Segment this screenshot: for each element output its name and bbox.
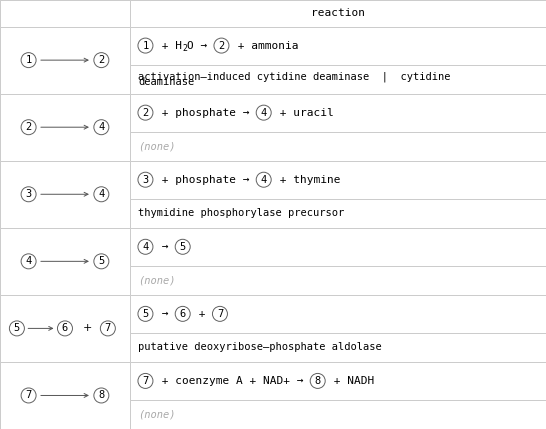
Bar xyxy=(0,295,130,362)
Text: 2: 2 xyxy=(98,55,104,65)
Text: + uracil: + uracil xyxy=(273,108,334,118)
Bar xyxy=(130,132,546,161)
Circle shape xyxy=(138,38,153,53)
Text: 5: 5 xyxy=(14,323,20,333)
Text: activation–induced cytidine deaminase  |  cytidine: activation–induced cytidine deaminase | … xyxy=(138,71,450,82)
Text: deaminase: deaminase xyxy=(138,77,194,87)
Text: 2: 2 xyxy=(182,44,187,53)
Text: 1: 1 xyxy=(26,55,32,65)
Text: putative deoxyribose–phosphate aldolase: putative deoxyribose–phosphate aldolase xyxy=(138,342,382,352)
Circle shape xyxy=(21,388,36,403)
Bar xyxy=(0,228,130,295)
Circle shape xyxy=(94,187,109,202)
Circle shape xyxy=(100,321,115,336)
Text: +: + xyxy=(82,323,92,333)
Circle shape xyxy=(21,254,36,269)
Circle shape xyxy=(21,120,36,135)
Text: + coenzyme A + NAD+ →: + coenzyme A + NAD+ → xyxy=(155,376,310,386)
Circle shape xyxy=(21,187,36,202)
Bar xyxy=(130,199,546,228)
Text: 7: 7 xyxy=(143,376,149,386)
Bar xyxy=(130,266,546,295)
Text: 4: 4 xyxy=(98,122,104,132)
Text: 1: 1 xyxy=(143,41,149,51)
Circle shape xyxy=(94,254,109,269)
Text: 8: 8 xyxy=(314,376,321,386)
Circle shape xyxy=(138,239,153,254)
Text: 3: 3 xyxy=(143,175,149,185)
Bar xyxy=(130,362,546,400)
Text: +: + xyxy=(192,309,212,319)
Bar xyxy=(0,94,130,161)
Text: 4: 4 xyxy=(260,108,267,118)
Text: 3: 3 xyxy=(26,189,32,199)
Text: →: → xyxy=(155,242,175,252)
Text: 7: 7 xyxy=(26,390,32,400)
Bar xyxy=(130,94,546,132)
Bar xyxy=(0,27,130,94)
Bar xyxy=(130,161,546,199)
Bar xyxy=(130,333,546,362)
Circle shape xyxy=(9,321,25,336)
Bar xyxy=(130,0,546,27)
Text: 2: 2 xyxy=(218,41,224,51)
Text: O →: O → xyxy=(187,41,214,51)
Text: 8: 8 xyxy=(98,390,104,400)
Circle shape xyxy=(138,172,153,187)
Text: 2: 2 xyxy=(26,122,32,132)
Text: (none): (none) xyxy=(138,275,175,285)
Circle shape xyxy=(138,306,153,321)
Circle shape xyxy=(310,373,325,388)
Circle shape xyxy=(175,306,190,321)
Bar xyxy=(130,228,546,266)
Text: 6: 6 xyxy=(180,309,186,319)
Text: + thymine: + thymine xyxy=(273,175,341,185)
Text: →: → xyxy=(155,309,175,319)
Text: + ammonia: + ammonia xyxy=(231,41,299,51)
Bar xyxy=(130,65,546,94)
Bar xyxy=(130,295,546,333)
Circle shape xyxy=(212,306,228,321)
Bar xyxy=(0,362,130,429)
Circle shape xyxy=(214,38,229,53)
Circle shape xyxy=(94,53,109,68)
Text: reaction: reaction xyxy=(311,8,365,18)
Text: + NADH: + NADH xyxy=(327,376,375,386)
Circle shape xyxy=(256,172,271,187)
Text: 2: 2 xyxy=(143,108,149,118)
Circle shape xyxy=(94,120,109,135)
Text: (none): (none) xyxy=(138,141,175,151)
Text: 7: 7 xyxy=(217,309,223,319)
Circle shape xyxy=(94,388,109,403)
Text: 7: 7 xyxy=(105,323,111,333)
Circle shape xyxy=(175,239,190,254)
Bar xyxy=(0,161,130,228)
Text: 4: 4 xyxy=(260,175,267,185)
Text: 5: 5 xyxy=(98,257,104,266)
Circle shape xyxy=(256,105,271,120)
Text: + phosphate →: + phosphate → xyxy=(155,175,256,185)
Text: 4: 4 xyxy=(143,242,149,252)
Bar xyxy=(130,400,546,429)
Circle shape xyxy=(57,321,73,336)
Bar xyxy=(130,27,546,65)
Text: (none): (none) xyxy=(138,409,175,420)
Bar xyxy=(0,0,130,27)
Circle shape xyxy=(21,53,36,68)
Text: 6: 6 xyxy=(62,323,68,333)
Text: thymidine phosphorylase precursor: thymidine phosphorylase precursor xyxy=(138,208,344,218)
Text: 5: 5 xyxy=(143,309,149,319)
Text: + phosphate →: + phosphate → xyxy=(155,108,256,118)
Circle shape xyxy=(138,373,153,388)
Text: + H: + H xyxy=(155,41,182,51)
Circle shape xyxy=(138,105,153,120)
Text: 5: 5 xyxy=(180,242,186,252)
Text: 4: 4 xyxy=(98,189,104,199)
Text: 4: 4 xyxy=(26,257,32,266)
